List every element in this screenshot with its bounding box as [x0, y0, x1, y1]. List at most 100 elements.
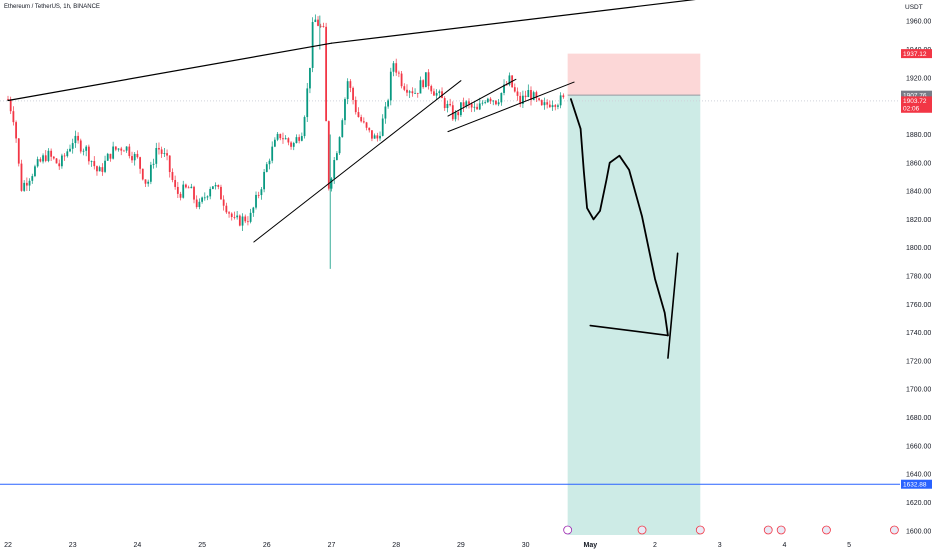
event-flag-icon[interactable]	[822, 525, 831, 535]
candle[interactable]	[387, 100, 390, 107]
candle[interactable]	[39, 159, 42, 162]
candle[interactable]	[524, 95, 527, 98]
candle[interactable]	[435, 93, 438, 96]
candle[interactable]	[505, 84, 508, 86]
candle[interactable]	[7, 99, 9, 100]
candle[interactable]	[389, 71, 392, 101]
candle[interactable]	[225, 205, 228, 213]
candle[interactable]	[15, 122, 17, 139]
candle[interactable]	[489, 98, 492, 102]
candle[interactable]	[69, 148, 71, 152]
candle[interactable]	[82, 150, 85, 152]
candle[interactable]	[449, 103, 452, 106]
candle[interactable]	[42, 155, 44, 162]
candle[interactable]	[362, 121, 365, 123]
candle[interactable]	[112, 146, 115, 159]
candle[interactable]	[470, 103, 473, 108]
candle[interactable]	[203, 197, 206, 199]
candle[interactable]	[554, 105, 557, 107]
candle[interactable]	[338, 137, 341, 154]
candle[interactable]	[247, 221, 249, 223]
candle[interactable]	[96, 166, 98, 172]
candle[interactable]	[379, 135, 381, 139]
candle[interactable]	[133, 153, 136, 161]
candle[interactable]	[562, 95, 565, 98]
candle[interactable]	[47, 150, 50, 161]
candle[interactable]	[513, 87, 516, 92]
candle[interactable]	[419, 80, 422, 94]
candle[interactable]	[462, 102, 465, 107]
candle[interactable]	[411, 91, 414, 94]
candle[interactable]	[174, 179, 177, 187]
candle[interactable]	[166, 153, 168, 156]
candle[interactable]	[79, 140, 82, 152]
candle[interactable]	[295, 137, 298, 144]
candle[interactable]	[190, 186, 193, 189]
candle[interactable]	[106, 153, 109, 161]
candle[interactable]	[508, 75, 511, 85]
candle[interactable]	[265, 164, 268, 172]
candle[interactable]	[287, 138, 290, 143]
candle[interactable]	[52, 156, 55, 159]
candle[interactable]	[201, 197, 203, 202]
candle[interactable]	[268, 160, 271, 165]
candle[interactable]	[25, 182, 28, 186]
candle[interactable]	[236, 215, 239, 218]
candle[interactable]	[230, 213, 233, 218]
candle[interactable]	[217, 185, 220, 187]
candle[interactable]	[63, 155, 66, 157]
candle[interactable]	[438, 91, 441, 94]
candle[interactable]	[540, 100, 543, 106]
candle[interactable]	[233, 217, 236, 218]
candle[interactable]	[309, 67, 311, 89]
event-flag-icon[interactable]	[763, 525, 773, 535]
candle[interactable]	[497, 102, 500, 105]
candle[interactable]	[381, 118, 384, 136]
candle[interactable]	[152, 163, 155, 165]
candle[interactable]	[187, 187, 190, 189]
candle[interactable]	[222, 199, 225, 206]
candle[interactable]	[557, 105, 559, 107]
candle[interactable]	[406, 89, 408, 93]
candle[interactable]	[397, 72, 400, 74]
candle[interactable]	[344, 99, 346, 121]
candle[interactable]	[465, 101, 468, 107]
candle[interactable]	[238, 215, 241, 226]
candle[interactable]	[365, 122, 368, 128]
candle[interactable]	[93, 161, 96, 167]
candle[interactable]	[322, 26, 325, 27]
candle[interactable]	[446, 103, 449, 109]
candle[interactable]	[279, 133, 282, 139]
candle[interactable]	[408, 91, 411, 93]
candle[interactable]	[284, 138, 287, 140]
candle[interactable]	[414, 92, 416, 94]
candle[interactable]	[260, 189, 263, 196]
projected-path-drawing[interactable]	[569, 98, 669, 337]
candle[interactable]	[516, 91, 519, 96]
candle[interactable]	[136, 153, 139, 158]
candle[interactable]	[424, 72, 427, 88]
candle[interactable]	[163, 153, 166, 154]
candle[interactable]	[441, 91, 443, 99]
candle[interactable]	[486, 98, 489, 103]
candle[interactable]	[433, 91, 435, 96]
candle[interactable]	[17, 138, 20, 164]
candle[interactable]	[120, 148, 123, 151]
candle[interactable]	[271, 146, 274, 161]
candle[interactable]	[395, 63, 398, 73]
candle[interactable]	[179, 193, 182, 198]
candle[interactable]	[559, 95, 562, 106]
candle[interactable]	[276, 133, 279, 140]
candle[interactable]	[104, 160, 106, 172]
candle[interactable]	[44, 155, 47, 161]
candle[interactable]	[34, 166, 36, 177]
candle[interactable]	[292, 143, 295, 147]
candle[interactable]	[185, 184, 187, 188]
candle[interactable]	[341, 120, 344, 138]
candle[interactable]	[198, 201, 201, 208]
candle[interactable]	[503, 84, 505, 93]
candle[interactable]	[209, 188, 212, 197]
candle[interactable]	[371, 130, 373, 139]
candle[interactable]	[206, 196, 209, 198]
